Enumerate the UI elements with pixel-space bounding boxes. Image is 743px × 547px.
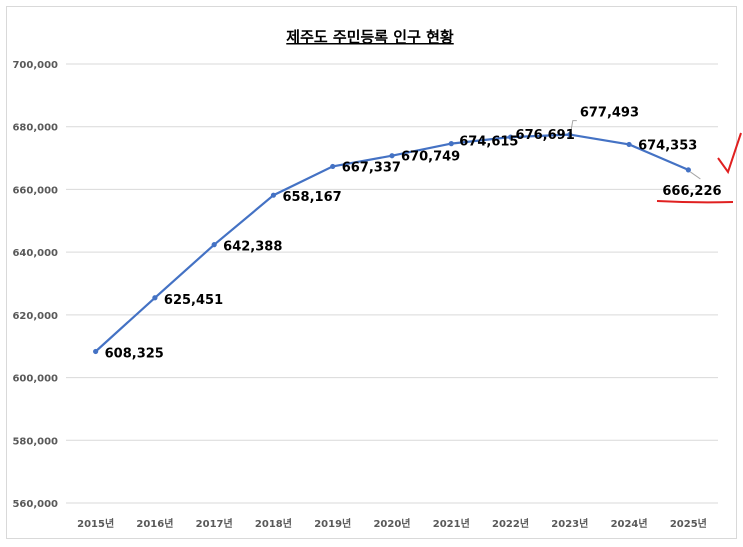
x-tick-label: 2023년 (551, 517, 588, 530)
data-point (93, 348, 99, 355)
chart-title: 제주도 주민등록 인구 현황 (286, 28, 454, 46)
data-label: 608,325 (105, 346, 164, 361)
data-point (211, 242, 217, 248)
y-tick-label: 640,000 (12, 248, 58, 259)
data-label: 670,749 (401, 150, 460, 165)
y-tick-label: 580,000 (12, 436, 58, 447)
x-tick-label: 2022년 (492, 517, 529, 530)
data-label: 658,167 (282, 190, 341, 205)
x-tick-label: 2015년 (77, 517, 114, 530)
x-tick-label: 2018년 (255, 517, 292, 530)
data-label: 666,226 (662, 184, 721, 199)
data-point (152, 295, 158, 301)
data-label: 642,388 (223, 240, 282, 255)
data-label: 677,493 (580, 106, 639, 121)
leader-line (690, 171, 701, 180)
x-tick-label: 2016년 (136, 517, 173, 530)
data-point (448, 141, 454, 147)
y-tick-label: 620,000 (12, 311, 58, 322)
data-points (93, 131, 691, 355)
x-tick-label: 2021년 (433, 517, 470, 530)
data-point (626, 141, 632, 148)
check-mark-annotation (717, 132, 742, 175)
y-axis-ticks: 560,000 580,000 600,000 620,000 640,000 660,0… (12, 60, 58, 510)
data-label: 674,353 (638, 138, 697, 153)
data-label: 674,615 (459, 135, 518, 150)
y-tick-label: 660,000 (12, 185, 58, 196)
data-label: 667,337 (342, 160, 401, 175)
label-leader-lines (570, 120, 701, 180)
x-tick-label: 2017년 (196, 517, 233, 530)
y-tick-label: 700,000 (12, 60, 58, 71)
y-tick-label: 560,000 (12, 499, 58, 510)
leader-line (570, 120, 577, 132)
x-tick-label: 2020년 (373, 517, 410, 530)
underline-annotation (656, 200, 734, 204)
handwritten-annotation (656, 132, 742, 204)
x-tick-label: 2024년 (611, 517, 648, 530)
data-point (330, 163, 336, 170)
gridlines (66, 63, 718, 504)
y-tick-label: 680,000 (12, 123, 58, 134)
y-tick-label: 600,000 (12, 374, 58, 385)
data-labels: 608,325 625,451 642,388 658,167667,337670,7… (105, 106, 722, 362)
data-label: 676,691 (516, 128, 575, 143)
x-tick-label: 2025년 (670, 517, 707, 530)
chart-frame (6, 6, 737, 539)
data-point (389, 153, 395, 159)
data-point (567, 131, 573, 138)
data-point (507, 134, 514, 140)
data-label: 625,451 (164, 293, 223, 308)
data-point (685, 167, 691, 173)
data-point (270, 192, 277, 198)
x-tick-label: 2019년 (314, 517, 351, 530)
x-axis-ticks: 2015년 2016년 2017년 2018년 2019년 2020년 2021년 2022년… (77, 517, 707, 530)
